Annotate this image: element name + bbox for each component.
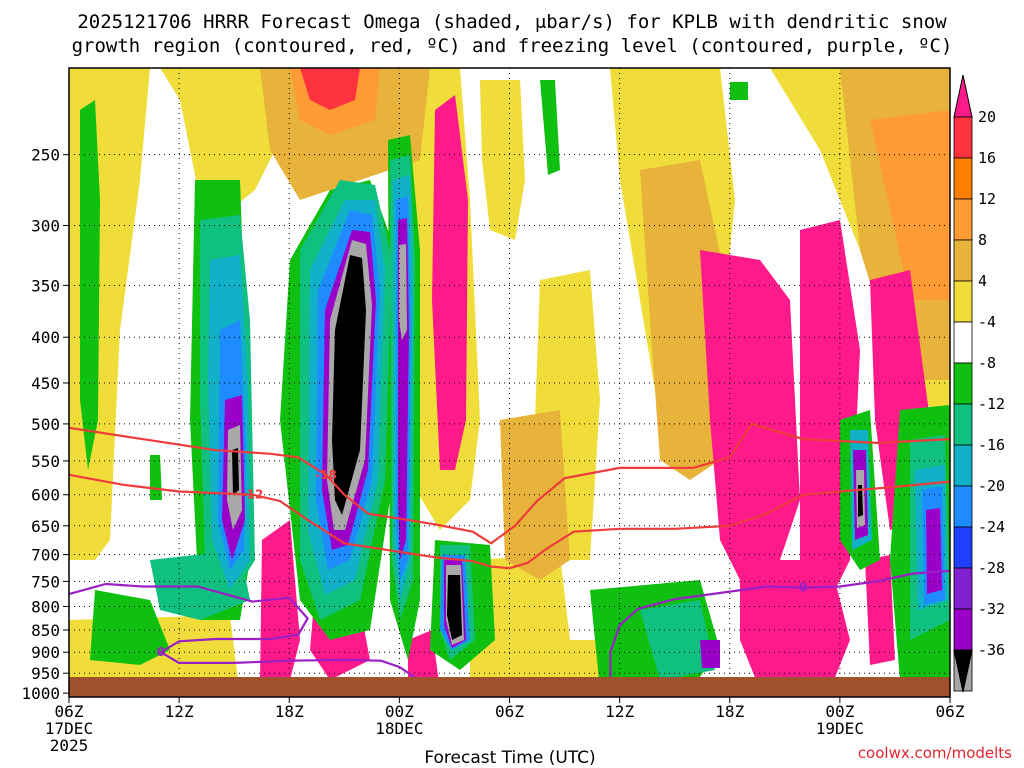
- omega-region-max-up-5: [740, 560, 850, 690]
- omega-region-weak-down-11: [150, 455, 162, 500]
- colorbar-level-label: -4: [978, 313, 996, 331]
- y-tick-label: 250: [31, 146, 60, 165]
- omega-region-black-3: [447, 575, 462, 640]
- colorbar-box: [953, 280, 973, 323]
- omega-region-black-4: [858, 485, 863, 517]
- colorbar-level-label: 16: [978, 149, 996, 167]
- y-tick-label: 600: [31, 486, 60, 505]
- x-tick-label: 00Z: [825, 702, 854, 721]
- contour-label: 0: [799, 581, 807, 595]
- omega-region-max-up-1: [432, 95, 468, 470]
- colorbar-level-label: -20: [978, 477, 1005, 495]
- colorbar-box: [953, 485, 973, 528]
- x-tick-label: 18Z: [715, 702, 744, 721]
- colorbar-box: [953, 321, 973, 364]
- x-tick-label: 06Z: [495, 702, 524, 721]
- omega-region-moderate-up-6: [870, 110, 950, 300]
- y-tick-label: 400: [31, 328, 60, 347]
- colorbar-level-label: -24: [978, 518, 1005, 536]
- chart-title-line2: growth region (contoured, red, ºC) and f…: [72, 35, 953, 57]
- omega-region-strong-up-1: [300, 68, 360, 110]
- omega-region-max-up-8: [865, 555, 895, 665]
- omega-region-mod-down-7: [640, 600, 715, 680]
- omega-region-weak-up-2: [160, 68, 290, 210]
- x-tick-label: 18DEC: [375, 719, 423, 738]
- colorbar-top-arrow: [953, 74, 973, 118]
- colorbar-level-label: -8: [978, 354, 996, 372]
- contour-label: 0: [157, 645, 165, 659]
- colorbar-level-label: 20: [978, 108, 996, 126]
- x-tick-label: 19DEC: [816, 719, 864, 738]
- colorbar-box: [953, 362, 973, 405]
- colorbar-level-label: -36: [978, 641, 1005, 659]
- omega-region-weak-down-5: [540, 80, 560, 175]
- colorbar-bottom-arrow: [953, 649, 973, 693]
- y-tick-label: 750: [31, 572, 60, 591]
- colorbar-box: [953, 198, 973, 241]
- y-tick-label: 650: [31, 517, 60, 536]
- x-tick-label: 00Z: [385, 702, 414, 721]
- omega-shaded-field: [69, 68, 950, 697]
- y-tick-label: 700: [31, 546, 60, 565]
- y-tick-label: 1000: [21, 684, 60, 703]
- contour-lines: -18 -12 0 0: [68, 422, 951, 696]
- contour-line: [600, 569, 951, 696]
- colorbar: 20 16 12 8 4 -4 -8 -12 -16 -20 -24 -28 -32 -36: [953, 74, 1005, 693]
- colorbar-level-label: 8: [978, 231, 987, 249]
- x-tick-label: 06Z: [936, 702, 965, 721]
- x-tick-label: 2025: [50, 736, 89, 755]
- colorbar-box: [953, 444, 973, 487]
- omega-region-max-up-2: [700, 250, 800, 580]
- omega-region-weak-down-10: [90, 590, 170, 665]
- y-tick-label: 300: [31, 216, 60, 235]
- colorbar-level-label: -12: [978, 395, 1005, 413]
- colorbar-level-label: -28: [978, 559, 1005, 577]
- colorbar-box: [953, 526, 973, 569]
- colorbar-box: [953, 608, 973, 651]
- y-tick-label: 350: [31, 276, 60, 295]
- y-tick-label: 800: [31, 597, 60, 616]
- x-axis-label: Forecast Time (UTC): [424, 748, 595, 768]
- colorbar-box: [953, 116, 973, 159]
- colorbar-box: [953, 567, 973, 610]
- x-tick-label: 18Z: [275, 702, 304, 721]
- contour-line: [68, 422, 951, 545]
- x-tick-label: 12Z: [605, 702, 634, 721]
- omega-region-moderate-up-2: [640, 160, 730, 480]
- colorbar-box: [953, 157, 973, 200]
- omega-region-black-1: [232, 448, 239, 495]
- y-axis-ticks: 250 300 350 400 450 500 550 600 650 700 750 800 850 9…: [21, 146, 69, 703]
- x-tick-label: 12Z: [165, 702, 194, 721]
- y-tick-label: 550: [31, 452, 60, 471]
- omega-region-black-2: [332, 255, 366, 515]
- colorbar-box: [953, 403, 973, 446]
- y-tick-label: 500: [31, 415, 60, 434]
- y-tick-label: 950: [31, 664, 60, 683]
- colorbar-level-label: 4: [978, 272, 987, 290]
- omega-region-weak-down-12: [730, 82, 748, 100]
- x-tick-label: 06Z: [55, 702, 84, 721]
- contour-line: [68, 473, 951, 570]
- omega-region-purple-7: [700, 640, 720, 668]
- contour-label: -18: [315, 468, 337, 482]
- ground-surface: [69, 677, 950, 697]
- credit-link[interactable]: coolwx.com/modelts: [858, 744, 1012, 762]
- colorbar-level-label: -16: [978, 436, 1005, 454]
- contour-line: [68, 582, 434, 694]
- colorbar-level-label: -32: [978, 600, 1005, 618]
- x-tick-label: 17DEC: [45, 719, 93, 738]
- y-tick-label: 450: [31, 374, 60, 393]
- omega-region-grey-3: [399, 244, 407, 340]
- colorbar-level-label: 12: [978, 190, 996, 208]
- omega-region-weak-up-4: [480, 80, 525, 240]
- chart-title-line1: 2025121706 HRRR Forecast Omega (shaded, …: [77, 11, 947, 33]
- y-tick-label: 850: [31, 621, 60, 640]
- contour-label: -12: [242, 488, 264, 502]
- y-tick-label: 900: [31, 643, 60, 662]
- colorbar-box: [953, 239, 973, 282]
